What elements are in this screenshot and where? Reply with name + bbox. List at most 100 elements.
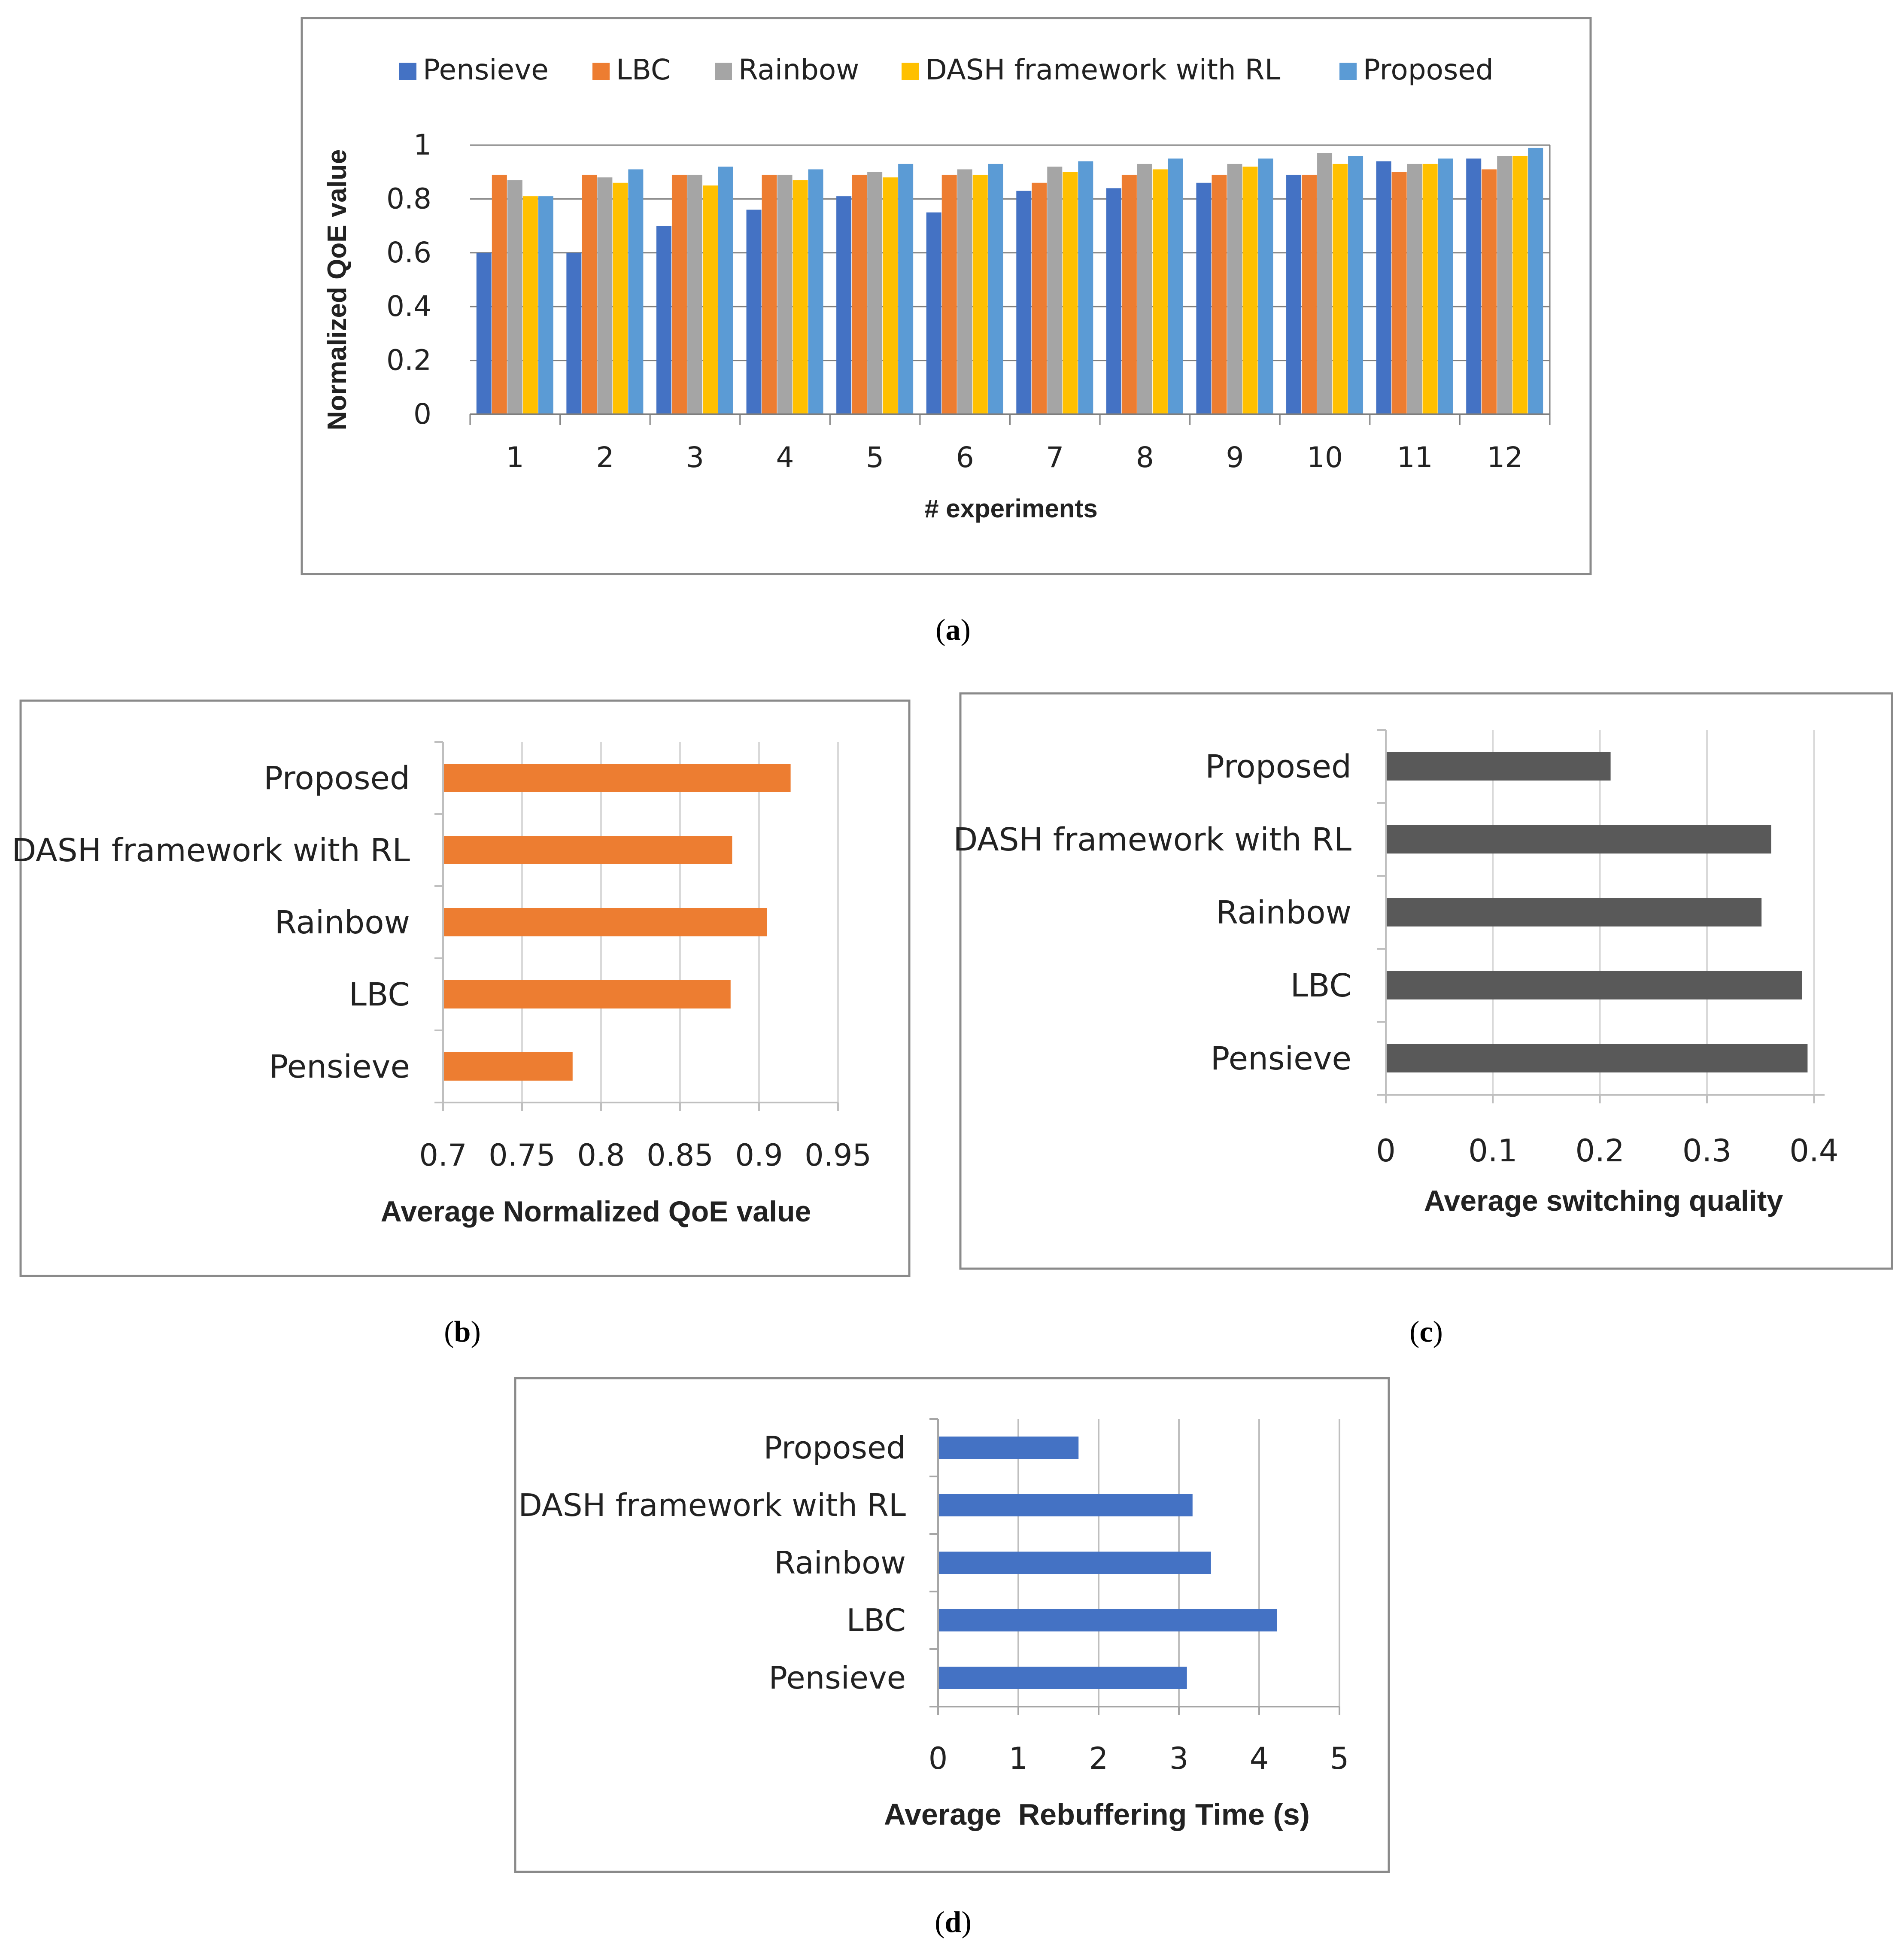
pd-category-label: Pensieve [769, 1660, 906, 1696]
pc-category-label: LBC [1291, 967, 1351, 1004]
panel-a-bar [852, 174, 867, 415]
panel-a-bar [1242, 167, 1258, 414]
panel-a-xtick-label: 10 [1307, 441, 1343, 474]
pc-bar [1386, 898, 1762, 926]
pb-xtick-label: 0.8 [577, 1138, 625, 1173]
caption-a: (a) [935, 614, 971, 647]
panel-a-bar [582, 174, 597, 415]
pb-bar [443, 908, 767, 936]
pb-category-label: DASH framework with RL [12, 832, 410, 869]
panel-a-bar [867, 172, 883, 414]
panel-a-bar [538, 196, 553, 414]
caption-c: (c) [1409, 1315, 1443, 1349]
panel-a-bar [507, 180, 522, 414]
panel-a-ytick-label: 1 [413, 128, 431, 161]
panel-a-legend-label: Pensieve [423, 53, 549, 86]
panel-a-bar [1078, 161, 1093, 414]
panel-a-ytick-label: 0.8 [386, 182, 431, 215]
pd-xtick-label: 5 [1330, 1741, 1349, 1776]
panel-a-legend-swatch [902, 63, 919, 80]
pd-category-label: Proposed [764, 1430, 906, 1466]
pc-bar [1386, 752, 1611, 781]
panel-a-bar [1286, 174, 1302, 415]
pc-xtick-label: 0.1 [1468, 1133, 1518, 1169]
pd-bar [938, 1552, 1211, 1574]
panel-a-xtick-label: 12 [1487, 441, 1523, 474]
panel-a-legend-swatch [399, 63, 416, 80]
panel-a-bar [926, 212, 941, 414]
panel-a-bar [671, 174, 687, 415]
panel-a-bar [687, 174, 702, 415]
panel-c-chart: 0 0.1 0.2 0.3 0.4 Pensieve LBC Rainbow DASH fram… [953, 729, 1839, 1217]
pd-category-label: LBC [846, 1602, 906, 1638]
panel-a-bar [898, 164, 914, 414]
panel-a-bar [746, 210, 762, 414]
panel-a-bar [1376, 161, 1391, 414]
panel-a-bar [1047, 167, 1063, 414]
panel-b-chart: 0.7 0.75 0.8 0.85 0.9 0.95 Pensieve LBC Rainbow D… [12, 741, 872, 1228]
panel-a-legend-label: DASH framework with RL [925, 53, 1281, 86]
panel-a-legend-swatch [1339, 63, 1357, 80]
panel-a-legend-swatch [592, 63, 610, 80]
pb-bar [443, 980, 731, 1008]
panel-a-bar [613, 182, 628, 414]
svg-text:(a): (a) [935, 614, 971, 647]
panel-a-xtick-label: 4 [776, 441, 794, 474]
panel-a-bar [656, 226, 671, 414]
panel-a-bar [1482, 169, 1497, 414]
panel-a-legend-label: Proposed [1363, 53, 1494, 86]
caption-c-letter: c [1419, 1315, 1433, 1349]
panel-a-xtick-label: 9 [1226, 441, 1244, 474]
panel-a-legend-label: LBC [616, 53, 671, 86]
panel-a-ytick-label: 0.6 [386, 236, 431, 269]
panel-a-bar [988, 164, 1003, 414]
pd-xtick-label: 2 [1089, 1741, 1108, 1776]
pd-category-label: Rainbow [774, 1545, 906, 1581]
panel-a-bar [1391, 172, 1407, 414]
panel-a-bar [1212, 174, 1227, 415]
panel-a-bar [476, 252, 492, 414]
panel-a-bar [1227, 164, 1242, 414]
svg-text:(d): (d) [935, 1906, 972, 1939]
pc-bar [1386, 971, 1802, 999]
panel-a-bar [702, 185, 718, 414]
caption-d-letter: d [945, 1906, 962, 1939]
panel-a-xtick-label: 7 [1046, 441, 1064, 474]
pc-bar [1386, 825, 1771, 854]
panel-a-bar [1512, 156, 1528, 415]
pb-bar [443, 764, 791, 792]
panel-a-bar [1258, 158, 1273, 415]
caption-d: (d) [935, 1906, 972, 1939]
caption-b-letter: b [454, 1315, 471, 1349]
pb-bar [443, 836, 732, 864]
panel-a-bar [718, 167, 733, 414]
panel-c-xlabel: Average switching quality [1424, 1185, 1783, 1217]
pb-xtick-label: 0.85 [647, 1138, 714, 1173]
panel-a-bar [777, 174, 793, 415]
pc-category-label: Proposed [1205, 748, 1351, 785]
panel-b-xlabel: Average Normalized QoE value [381, 1195, 811, 1228]
pd-xtick-label: 4 [1250, 1741, 1269, 1776]
panel-a-bar [1497, 156, 1512, 415]
pb-xtick-label: 0.9 [735, 1138, 783, 1173]
pd-bar [938, 1494, 1193, 1516]
panel-a-bar [1348, 156, 1363, 415]
pd-xtick-label: 1 [1009, 1741, 1028, 1776]
pd-xtick-label: 3 [1169, 1741, 1189, 1776]
panel-a-bar [1438, 158, 1453, 415]
pb-bar [443, 1052, 573, 1081]
pd-bar [938, 1609, 1277, 1631]
pc-xtick-label: 0 [1376, 1133, 1396, 1169]
pb-xtick-label: 0.75 [489, 1138, 556, 1173]
caption-a-letter: a [946, 614, 961, 647]
panel-a-bar [1528, 148, 1543, 414]
pc-xtick-label: 0.2 [1575, 1133, 1625, 1169]
pc-xtick-label: 0.3 [1682, 1133, 1732, 1169]
panel-a-ytick-label: 0.2 [386, 344, 431, 377]
svg-text:(b): (b) [444, 1315, 481, 1349]
panel-a-chart: 00.20.40.60.811 2 3 4 5 6 7 8 9 10 11 12 Pensieve LB… [322, 53, 1551, 523]
pc-category-label: Pensieve [1211, 1040, 1351, 1077]
panel-d-xlabel: Average Rebuffering Time (s) [884, 1798, 1310, 1831]
panel-a-bar [1106, 188, 1121, 414]
panel-a-bar [566, 252, 582, 414]
